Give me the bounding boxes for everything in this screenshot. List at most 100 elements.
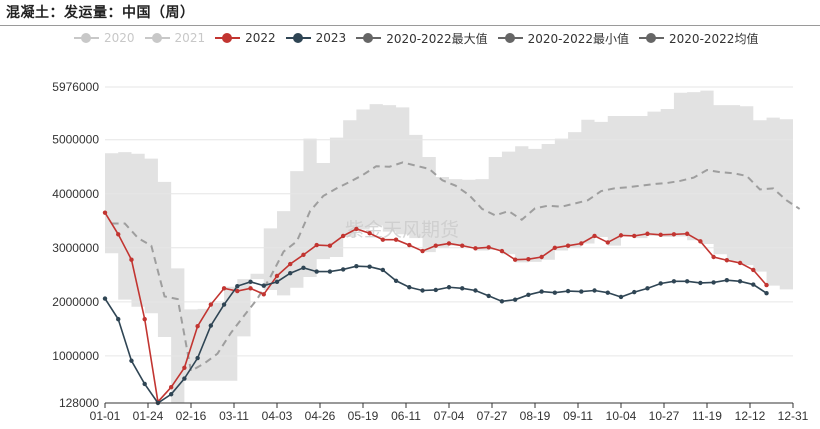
point-2023 bbox=[288, 271, 293, 276]
legend-item-0[interactable]: 2020 bbox=[74, 31, 135, 45]
point-2022 bbox=[565, 243, 571, 248]
point-2023 bbox=[592, 288, 597, 293]
legend-label: 2020-2022均值 bbox=[669, 31, 759, 46]
point-2022 bbox=[208, 302, 214, 307]
point-2023 bbox=[182, 376, 187, 381]
point-2022 bbox=[380, 237, 386, 242]
point-2023 bbox=[142, 381, 147, 387]
x-tick-label: 02-16 bbox=[176, 409, 207, 423]
point-2022 bbox=[340, 233, 346, 239]
point-2023 bbox=[684, 279, 690, 284]
y-tick-label: 2000000 bbox=[52, 295, 99, 309]
point-2023 bbox=[632, 289, 637, 295]
point-2023 bbox=[248, 279, 253, 285]
legend-label: 2023 bbox=[315, 31, 347, 45]
point-2023 bbox=[393, 278, 399, 283]
point-2023 bbox=[221, 302, 227, 307]
point-2022 bbox=[367, 231, 372, 236]
point-2022 bbox=[671, 232, 677, 237]
point-2023 bbox=[618, 294, 624, 300]
point-2023 bbox=[764, 290, 769, 296]
point-2022 bbox=[235, 288, 240, 294]
point-2022 bbox=[592, 233, 597, 239]
legend-label: 2020-2022最小值 bbox=[527, 31, 630, 46]
point-2022 bbox=[711, 254, 716, 260]
y-tick-label: 128000 bbox=[59, 396, 99, 410]
range-band bbox=[105, 90, 793, 403]
point-2023 bbox=[367, 264, 372, 269]
point-2022 bbox=[552, 245, 558, 251]
point-2022 bbox=[499, 248, 505, 254]
legend-item-4[interactable]: 2020-2022最大值 bbox=[356, 30, 488, 47]
x-tick-label: 10-27 bbox=[649, 409, 680, 423]
point-2023 bbox=[407, 285, 412, 290]
point-2022 bbox=[393, 237, 399, 242]
point-2023 bbox=[301, 265, 306, 271]
y-tick-label: 3000000 bbox=[52, 241, 99, 255]
point-2022 bbox=[195, 323, 200, 329]
point-2022 bbox=[420, 248, 425, 254]
x-tick-label: 04-03 bbox=[262, 409, 293, 423]
point-2023 bbox=[327, 269, 333, 274]
point-2022 bbox=[354, 226, 359, 232]
legend-marker-icon bbox=[639, 32, 665, 44]
legend-item-6[interactable]: 2020-2022均值 bbox=[639, 30, 758, 47]
point-2022 bbox=[288, 261, 293, 267]
x-tick-label: 12-31 bbox=[778, 409, 809, 423]
legend-item-1[interactable]: 2021 bbox=[144, 31, 206, 45]
point-2023 bbox=[235, 283, 240, 289]
chart-title: 混凝土：发运量：中国（周） bbox=[6, 5, 195, 21]
legend-marker-icon bbox=[144, 32, 170, 44]
point-2022 bbox=[221, 286, 227, 291]
point-2023 bbox=[539, 289, 544, 294]
point-2023 bbox=[460, 286, 465, 291]
legend-marker-icon bbox=[285, 32, 311, 44]
point-2023 bbox=[116, 316, 121, 322]
point-2022 bbox=[142, 316, 147, 322]
point-2023 bbox=[658, 281, 663, 286]
point-2023 bbox=[129, 358, 134, 363]
point-2022 bbox=[486, 245, 491, 250]
point-2022 bbox=[512, 257, 518, 262]
point-2023 bbox=[274, 279, 280, 285]
legend-label: 2021 bbox=[174, 31, 206, 45]
point-2022 bbox=[314, 242, 319, 248]
y-tick-label: 4000000 bbox=[52, 187, 99, 201]
x-tick-label: 11-19 bbox=[692, 409, 722, 423]
point-2023 bbox=[698, 280, 703, 286]
x-tick-label: 09-11 bbox=[563, 409, 593, 423]
point-2022 bbox=[539, 254, 544, 260]
legend-item-3[interactable]: 2023 bbox=[285, 31, 347, 45]
x-tick-label: 06-11 bbox=[391, 409, 421, 423]
point-2022 bbox=[698, 239, 703, 244]
legend-label: 2022 bbox=[245, 31, 276, 45]
y-tick-label: 1000000 bbox=[52, 349, 99, 363]
point-2022 bbox=[433, 243, 438, 248]
point-2022 bbox=[751, 267, 756, 273]
point-2023 bbox=[380, 267, 386, 273]
point-2023 bbox=[579, 289, 584, 294]
x-tick-label: 03-11 bbox=[219, 409, 249, 423]
point-2022 bbox=[274, 273, 280, 279]
point-2022 bbox=[301, 252, 306, 258]
point-2023 bbox=[102, 296, 108, 301]
point-2023 bbox=[486, 293, 491, 299]
point-2022 bbox=[327, 243, 333, 248]
point-2023 bbox=[645, 286, 650, 291]
legend-marker-icon bbox=[497, 32, 523, 44]
point-2022 bbox=[737, 260, 743, 266]
point-2023 bbox=[473, 288, 478, 293]
point-2022 bbox=[579, 241, 584, 246]
point-2022 bbox=[248, 286, 253, 291]
point-2022 bbox=[460, 243, 465, 248]
point-2023 bbox=[671, 279, 677, 284]
point-2022 bbox=[102, 210, 108, 215]
legend-marker-icon bbox=[215, 32, 241, 44]
legend-item-2[interactable]: 2022 bbox=[215, 31, 276, 45]
legend-item-5[interactable]: 2020-2022最小值 bbox=[497, 30, 630, 47]
legend: 2020 2021 2022 2023 2020-2022最大值 2020-2022最小值… bbox=[74, 29, 768, 47]
point-2023 bbox=[605, 290, 610, 295]
point-2022 bbox=[261, 292, 266, 297]
point-2023 bbox=[314, 269, 319, 274]
